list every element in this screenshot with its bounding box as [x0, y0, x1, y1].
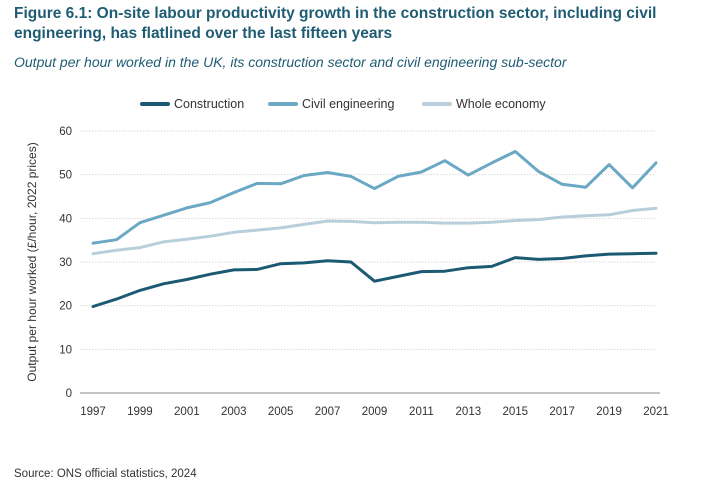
legend-item-civil-engineering: Civil engineering — [268, 95, 394, 113]
x-tick-label: 2003 — [221, 406, 247, 418]
x-tick-label: 2013 — [456, 406, 482, 418]
legend-swatch-civil-engineering — [268, 102, 298, 106]
figure-source: Source: ONS official statistics, 2024 — [14, 468, 197, 480]
x-tick-label: 2005 — [268, 406, 294, 418]
series-line-civil-engineering — [91, 150, 658, 245]
legend-swatch-construction — [140, 102, 170, 106]
x-tick-label: 2021 — [643, 406, 669, 418]
x-tick-label: 2001 — [174, 406, 200, 418]
y-tick-label: 20 — [59, 301, 72, 313]
series-line-construction — [91, 251, 658, 308]
x-tick-label: 2009 — [362, 406, 388, 418]
legend-item-whole-economy: Whole economy — [422, 95, 546, 113]
legend-swatch-whole-economy — [422, 102, 452, 106]
y-tick-label: 40 — [59, 213, 72, 225]
figure-title: Figure 6.1: On-site labour productivity … — [14, 5, 657, 42]
x-tick-label: 2015 — [502, 406, 528, 418]
y-tick-label: 10 — [59, 344, 72, 356]
x-tick-label: 2011 — [409, 406, 434, 418]
x-tick-label: 2019 — [596, 406, 622, 418]
chart-legend: Construction Civil engineering Whole eco… — [0, 95, 707, 113]
y-tick-label: 30 — [59, 257, 72, 269]
x-tick-label: 1999 — [127, 406, 153, 418]
figure-subtitle: Output per hour worked in the UK, its co… — [14, 54, 567, 70]
legend-label-construction: Construction — [174, 97, 245, 111]
legend-item-construction: Construction — [140, 95, 244, 113]
x-tick-label: 2017 — [549, 406, 575, 418]
legend-label-whole-economy: Whole economy — [456, 97, 546, 111]
legend-label-civil-engineering: Civil engineering — [302, 97, 395, 111]
y-axis-title: Output per hour worked (£/hour, 2022 pri… — [25, 142, 39, 381]
y-tick-label: 50 — [59, 170, 72, 182]
y-tick-label: 60 — [59, 126, 72, 138]
x-tick-label: 2007 — [315, 406, 341, 418]
x-tick-label: 1997 — [80, 406, 106, 418]
y-tick-label: 0 — [66, 388, 72, 400]
series-line-whole-economy — [91, 206, 658, 256]
